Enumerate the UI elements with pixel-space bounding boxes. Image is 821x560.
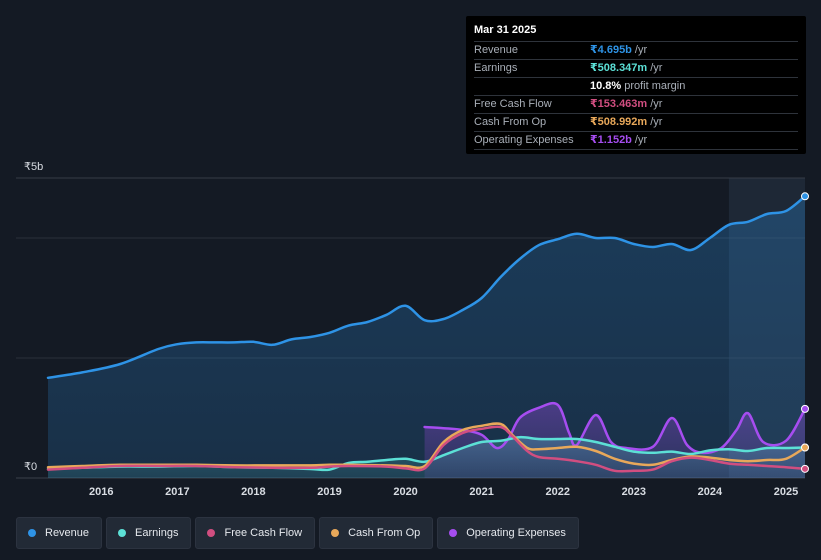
dot-icon xyxy=(331,529,340,537)
tooltip-row-value: 10.8% xyxy=(590,80,622,92)
x-tick-label: 2017 xyxy=(165,486,189,498)
dot-icon xyxy=(207,529,216,537)
fcf-end-point xyxy=(801,464,809,473)
tooltip-row-unit: /yr xyxy=(650,62,663,74)
revenue-line xyxy=(46,195,807,380)
x-tick-label: 2023 xyxy=(622,486,646,498)
cfo-line xyxy=(46,422,807,470)
tooltip-row-label: Revenue xyxy=(474,44,519,56)
y-tick-label: ₹0 xyxy=(24,461,37,473)
tooltip-row-unit: profit margin xyxy=(624,80,686,92)
dot-icon xyxy=(118,529,127,537)
opex-line xyxy=(423,401,807,455)
tooltip-row-label: Earnings xyxy=(474,62,518,74)
y-tick-label: ₹5b xyxy=(24,161,43,173)
tooltip: Mar 31 2025 Revenue ₹4.695b/yr Earnings ₹50… xyxy=(466,16,806,154)
tooltip-row-label: Cash From Op xyxy=(474,116,547,128)
x-tick-label: 2019 xyxy=(317,486,341,498)
tooltip-row-value: ₹153.463m xyxy=(590,98,648,110)
tooltip-row: Revenue ₹4.695b/yr xyxy=(474,42,798,60)
tooltip-row: Operating Expenses ₹1.152b/yr xyxy=(474,132,798,150)
legend-label: Cash From Op xyxy=(348,527,421,539)
legend: Revenue Earnings Free Cash Flow Cash From O… xyxy=(16,517,579,549)
dot-icon xyxy=(449,529,458,537)
chart: ₹5b ₹0 2016 2017 2018 2019 2020 2021 2022 2023 202… xyxy=(16,161,809,498)
tooltip-row-label: Operating Expenses xyxy=(474,134,574,146)
x-tick-label: 2021 xyxy=(469,486,493,498)
revenue-end-point xyxy=(801,192,809,201)
cfo-end-point xyxy=(801,443,809,452)
legend-label: Operating Expenses xyxy=(466,527,566,539)
tooltip-row-value: ₹508.992m xyxy=(590,116,648,128)
x-tick-label: 2025 xyxy=(774,486,798,498)
legend-item-cash-from-op[interactable]: Cash From Op xyxy=(319,517,434,549)
legend-label: Earnings xyxy=(135,527,179,539)
revenue-area xyxy=(48,196,805,479)
opex-end-point xyxy=(801,404,809,413)
tooltip-row-value: ₹1.152b xyxy=(590,134,632,146)
fcf-line xyxy=(46,425,807,473)
tooltip-row-label: Free Cash Flow xyxy=(474,98,552,110)
legend-item-free-cash-flow[interactable]: Free Cash Flow xyxy=(195,517,316,549)
legend-item-earnings[interactable]: Earnings xyxy=(106,517,192,549)
x-tick-label: 2018 xyxy=(241,486,265,498)
legend-label: Free Cash Flow xyxy=(224,527,303,539)
tooltip-row: Free Cash Flow ₹153.463m/yr xyxy=(474,96,798,114)
legend-item-operating-expenses[interactable]: Operating Expenses xyxy=(437,517,579,549)
tooltip-row-value: ₹508.347m xyxy=(590,62,648,74)
tooltip-row: Cash From Op ₹508.992m/yr xyxy=(474,114,798,132)
legend-item-revenue[interactable]: Revenue xyxy=(16,517,103,549)
tooltip-row-label xyxy=(474,78,590,95)
x-tick-label: 2024 xyxy=(698,486,723,498)
tooltip-row-unit: /yr xyxy=(634,44,648,56)
x-tick-label: 2020 xyxy=(393,486,417,498)
tooltip-row-unit: /yr xyxy=(650,116,663,128)
legend-label: Revenue xyxy=(45,527,90,539)
dot-icon xyxy=(28,529,36,537)
tooltip-row-unit: /yr xyxy=(634,134,648,146)
tooltip-date: Mar 31 2025 xyxy=(474,24,798,42)
tooltip-row: Earnings ₹508.347m/yr xyxy=(474,60,798,78)
x-tick-label: 2016 xyxy=(89,486,113,498)
tooltip-row-value: ₹4.695b xyxy=(590,44,632,56)
tooltip-row: 10.8% profit margin xyxy=(474,78,798,96)
tooltip-row-unit: /yr xyxy=(650,98,663,110)
x-tick-label: 2022 xyxy=(545,486,569,498)
